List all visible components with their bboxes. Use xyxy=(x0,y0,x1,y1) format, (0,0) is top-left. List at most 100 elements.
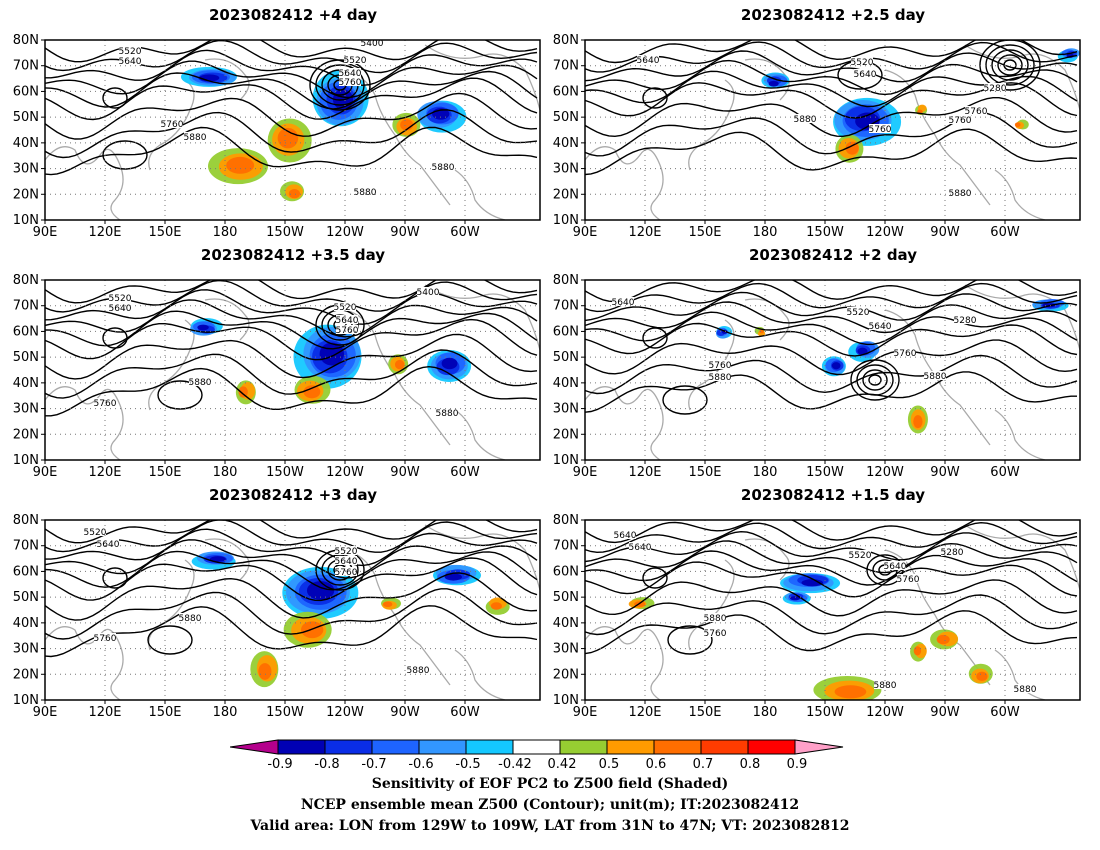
lon-tick-label: 180 xyxy=(213,225,238,240)
sensitivity-shading xyxy=(180,66,467,202)
lat-tick-label: 80N xyxy=(553,513,579,528)
lat-tick-label: 80N xyxy=(553,273,579,288)
lat-tick-label: 60N xyxy=(13,324,39,339)
lat-tick-label: 30N xyxy=(13,642,39,657)
lon-tick-label: 180 xyxy=(213,705,238,720)
lat-tick-label: 10N xyxy=(13,213,39,228)
contour-label: 5400 xyxy=(417,288,440,298)
map-frame xyxy=(44,519,541,701)
sensitivity-shading xyxy=(761,48,1080,163)
lon-tick-label: 150E xyxy=(688,705,721,720)
contour-label: 5880 xyxy=(184,133,207,143)
lat-tick-label: 40N xyxy=(13,616,39,631)
lat-tick-label: 50N xyxy=(13,350,39,365)
lat-tick-label: 60N xyxy=(13,564,39,579)
panel-title-5: 2023082412 +3 day xyxy=(209,486,377,504)
lat-tick-label: 60N xyxy=(553,84,579,99)
map-frame xyxy=(44,39,541,221)
lon-tick-label: 60W xyxy=(450,465,480,480)
contour-label: 5760 xyxy=(94,399,117,409)
lat-tick-label: 50N xyxy=(553,590,579,605)
contour-label: 5640 xyxy=(629,543,652,553)
colorbar-segment xyxy=(465,739,514,755)
lat-tick-label: 70N xyxy=(13,59,39,74)
lon-tick-label: 150E xyxy=(688,225,721,240)
contour-label: 5640 xyxy=(336,316,359,326)
contour-label: 5640 xyxy=(614,531,637,541)
contour-label: 5520 xyxy=(119,47,142,57)
lat-tick-label: 70N xyxy=(553,539,579,554)
contour-label: 5640 xyxy=(869,322,892,332)
colorbar-max-arrow xyxy=(794,739,844,755)
contour-label: 5760 xyxy=(336,326,359,336)
lat-tick-label: 70N xyxy=(13,299,39,314)
panel-title-4: 2023082412 +2 day xyxy=(749,246,917,264)
lon-tick-label: 90W xyxy=(390,705,420,720)
lon-tick-label: 120E xyxy=(88,705,121,720)
colorbar-tick-label: -0.6 xyxy=(408,757,433,772)
colorbar-segment xyxy=(747,739,796,755)
colorbar-tick-label: 0.9 xyxy=(787,757,808,772)
contour-label: 5760 xyxy=(161,120,184,130)
contour-label: 5520 xyxy=(109,294,132,304)
contour-label: 5760 xyxy=(335,568,358,578)
lon-tick-label: 60W xyxy=(990,705,1020,720)
lon-tick-label: 90W xyxy=(390,465,420,480)
lat-tick-label: 10N xyxy=(553,693,579,708)
map-frame xyxy=(584,519,1081,701)
lon-tick-label: 90E xyxy=(573,465,598,480)
lon-tick-label: 180 xyxy=(753,465,778,480)
contour-label: 5640 xyxy=(335,557,358,567)
lon-tick-label: 120W xyxy=(866,225,904,240)
lat-tick-label: 30N xyxy=(553,402,579,417)
contour-label: 5880 xyxy=(407,666,430,676)
colorbar-segment xyxy=(700,739,749,755)
contour-label: 5520 xyxy=(851,58,874,68)
gridlines xyxy=(585,520,1080,700)
lat-tick-label: 10N xyxy=(553,213,579,228)
panel-title-1: 2023082412 +4 day xyxy=(209,6,377,24)
colorbar-segment xyxy=(653,739,702,755)
lon-tick-label: 120W xyxy=(866,705,904,720)
gridlines xyxy=(585,280,1080,460)
lat-tick-label: 10N xyxy=(13,453,39,468)
lon-tick-label: 90E xyxy=(33,705,58,720)
footer-subtitle: NCEP ensemble mean Z500 (Contour); unit(… xyxy=(300,797,800,813)
lon-tick-label: 90W xyxy=(930,705,960,720)
colorbar-segment xyxy=(418,739,467,755)
colorbar-tick-label: -0.8 xyxy=(314,757,339,772)
contour-label: 5760 xyxy=(894,349,917,359)
contour-label: 5880 xyxy=(354,188,377,198)
colorbar-segment xyxy=(559,739,608,755)
colorbar-segment xyxy=(277,739,326,755)
colorbar-tick-label: 0.8 xyxy=(740,757,761,772)
lat-tick-label: 50N xyxy=(553,350,579,365)
lon-tick-label: 90E xyxy=(573,225,598,240)
contour-label: 5880 xyxy=(432,163,455,173)
lon-tick-label: 60W xyxy=(990,465,1020,480)
contour-label: 5760 xyxy=(897,575,920,585)
contour-label: 5280 xyxy=(954,316,977,326)
colorbar-segment xyxy=(512,739,561,755)
map-frame xyxy=(584,279,1081,461)
map-frame xyxy=(584,39,1081,221)
contour-label: 5640 xyxy=(109,304,132,314)
contour-label: 5640 xyxy=(339,69,362,79)
lon-tick-label: 90W xyxy=(390,225,420,240)
contour-label: 5520 xyxy=(344,56,367,66)
contour-label: 5280 xyxy=(984,84,1007,94)
map-frame xyxy=(44,279,541,461)
contour-label: 5760 xyxy=(339,78,362,88)
lon-tick-label: 90W xyxy=(930,225,960,240)
lat-tick-label: 80N xyxy=(13,33,39,48)
contour-label: 5880 xyxy=(704,614,727,624)
contour-label: 5640 xyxy=(612,298,635,308)
colorbar-tick-label: -0.7 xyxy=(361,757,386,772)
contour-label: 5520 xyxy=(84,528,107,538)
lon-tick-label: 120E xyxy=(628,225,661,240)
contour-label: 5760 xyxy=(709,361,732,371)
